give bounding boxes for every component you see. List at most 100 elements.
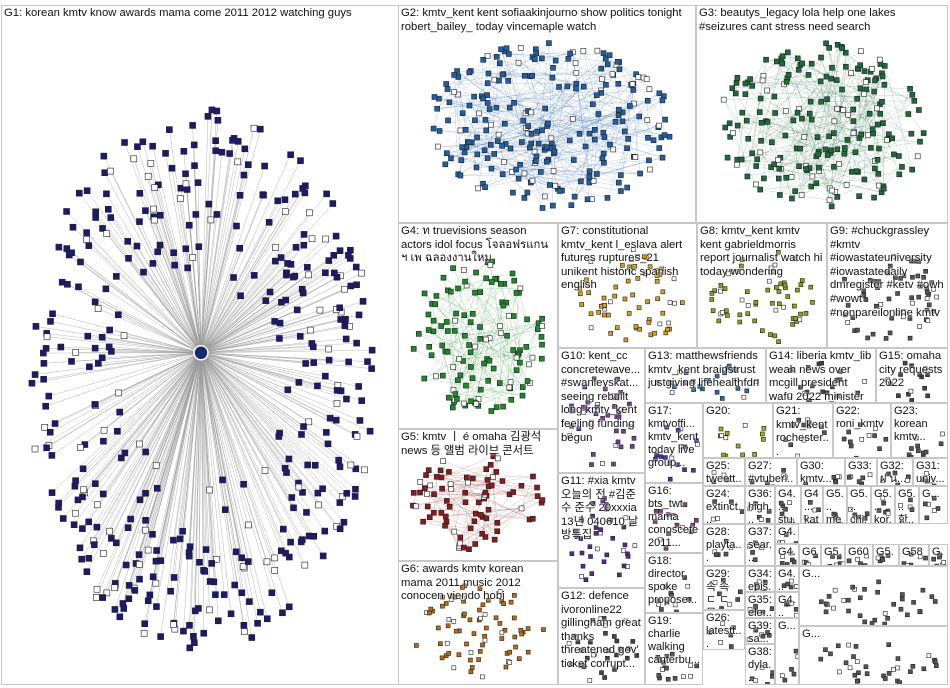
group-label: G4... gr... [778, 568, 796, 592]
graph-node [745, 135, 752, 142]
graph-node [831, 164, 837, 170]
graph-node [474, 134, 480, 141]
graph-node [798, 282, 804, 287]
graph-node [795, 654, 798, 660]
graph-node [482, 637, 488, 643]
graph-node [794, 612, 798, 617]
graph-node [915, 448, 921, 454]
graph-node [519, 392, 526, 399]
graph-node [891, 667, 896, 672]
graph-node [566, 641, 572, 646]
graph-node [749, 150, 755, 157]
graph-node [410, 490, 417, 496]
group-label: G37: sear... [748, 526, 775, 564]
graph-node [911, 258, 917, 264]
graph-node [601, 312, 607, 318]
graph-node [769, 139, 775, 146]
graph-node [63, 208, 70, 215]
group-label: G24: extinct... fullych... [706, 488, 741, 524]
graph-node [779, 561, 785, 565]
graph-node [869, 126, 876, 132]
graph-node [550, 64, 556, 71]
group-g5: G5: kmtv ㅣ é omaha 김광석 news 등 앨범 라이브 콘서트 [398, 429, 558, 561]
graph-node [527, 144, 533, 151]
graph-node [612, 404, 617, 409]
graph-node [909, 295, 914, 301]
graph-node [464, 479, 471, 486]
graph-node [271, 567, 279, 574]
graph-node [467, 319, 474, 325]
graph-node [875, 555, 881, 561]
graph-node [659, 154, 666, 161]
graph-node [641, 254, 647, 260]
graph-node [265, 219, 273, 226]
graph-node [241, 145, 249, 153]
group-graph-g36 [747, 501, 772, 523]
graph-node [551, 148, 558, 155]
group-graph-g11 [569, 496, 638, 582]
graph-node [442, 513, 449, 520]
graph-node [761, 437, 766, 442]
graph-node [846, 642, 852, 648]
graph-node [290, 273, 297, 281]
graph-node [779, 60, 786, 67]
graph-node [732, 90, 739, 97]
graph-node [212, 591, 219, 598]
graph-node [707, 630, 713, 635]
graph-node [862, 586, 867, 592]
graph-node [589, 462, 594, 467]
graph-node [854, 679, 860, 684]
graph-node [519, 139, 525, 145]
group-g2: G2: kmtv_kent kent sofiaakinjourno show … [398, 5, 696, 223]
graph-node [501, 159, 507, 165]
graph-node [776, 165, 783, 172]
graph-node [659, 266, 664, 272]
graph-node [824, 96, 830, 103]
graph-node [874, 303, 879, 309]
graph-node [484, 52, 491, 59]
graph-node [728, 545, 734, 550]
graph-node [761, 426, 767, 431]
graph-node [170, 536, 177, 544]
graph-node [444, 86, 451, 92]
graph-node [479, 530, 485, 537]
graph-node [49, 310, 56, 318]
graph-node [475, 185, 481, 192]
graph-node [576, 426, 582, 432]
graph-node [306, 326, 314, 334]
graph-node [142, 517, 149, 524]
graph-node [361, 466, 368, 474]
graph-node [208, 106, 216, 114]
graph-node [556, 84, 562, 90]
graph-node [808, 500, 813, 505]
graph-node [136, 218, 143, 225]
graph-node [728, 269, 734, 274]
graph-node [862, 619, 868, 625]
graph-node [654, 278, 660, 284]
graph-node [713, 552, 719, 557]
group-graph-gxd [819, 579, 938, 625]
graph-node [817, 78, 824, 85]
graph-node [250, 124, 258, 132]
graph-node [846, 429, 851, 435]
graph-node [868, 145, 874, 151]
graph-node [451, 528, 458, 535]
graph-node [201, 568, 209, 575]
graph-node [759, 545, 765, 551]
graph-node [452, 391, 459, 397]
graph-node [214, 117, 222, 124]
graph-node [688, 673, 693, 679]
graph-node [513, 290, 520, 296]
graph-node [726, 120, 733, 127]
graph-node [496, 77, 502, 84]
graph-node [818, 54, 824, 61]
graph-node [539, 55, 545, 62]
graph-node [938, 441, 944, 447]
graph-node [819, 424, 824, 429]
graph-node [93, 501, 101, 509]
graph-node [295, 379, 303, 386]
graph-node [506, 384, 513, 391]
graph-node [499, 636, 505, 641]
graph-node [106, 527, 113, 535]
graph-node [77, 258, 84, 266]
